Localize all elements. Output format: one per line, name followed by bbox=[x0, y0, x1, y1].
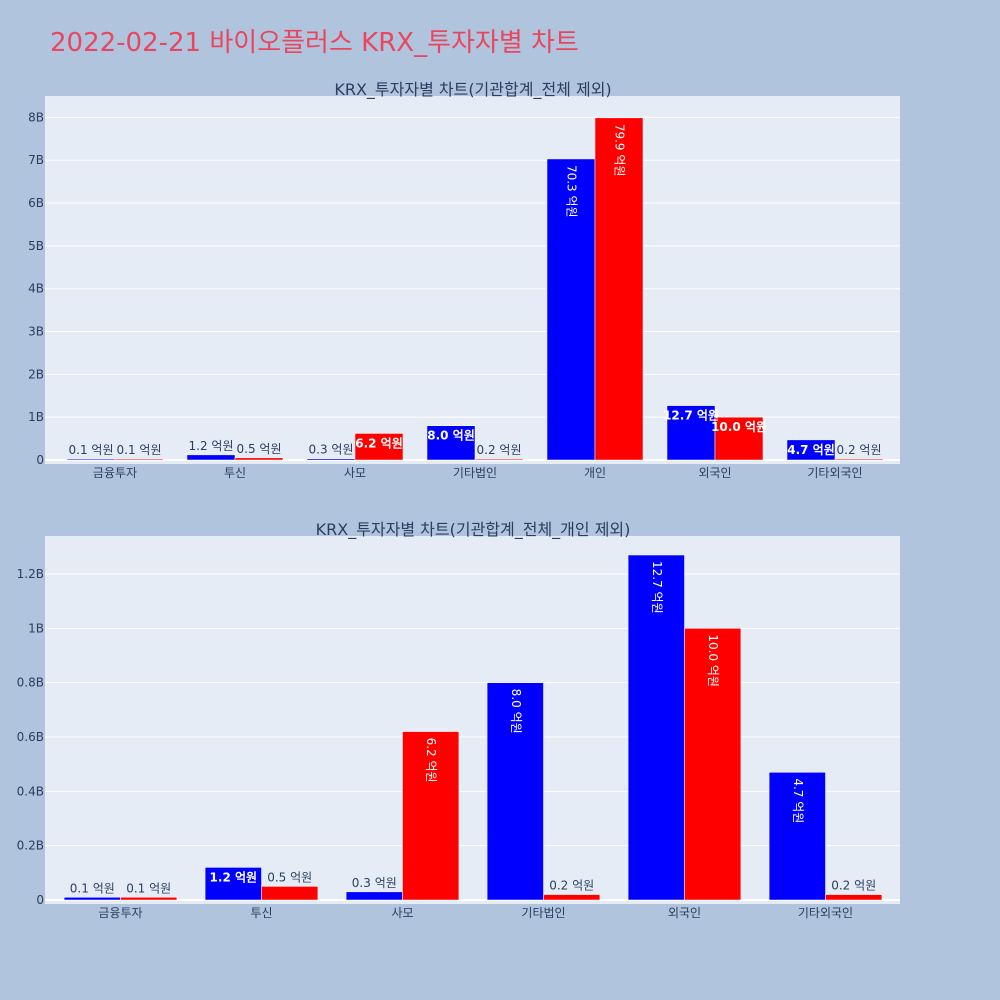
bar-sell bbox=[114, 458, 164, 461]
y-tick-label: 0.8B bbox=[17, 676, 44, 690]
y-tick-label: 4B bbox=[28, 282, 44, 296]
y-tick-label: 6B bbox=[28, 196, 44, 210]
bar-label: 10.0 억원 bbox=[711, 420, 767, 434]
bar-sell bbox=[825, 894, 883, 901]
bar-labels-top: 0.1 억원 0.1 억원 1.2 억원 0.5 억원 0.3 억원 6.2 억원 8.0 … bbox=[69, 124, 882, 457]
x-tick-label: 기타법인 bbox=[521, 906, 565, 920]
y-tick-label: 1B bbox=[28, 410, 44, 424]
bar-label: 10.0 억원 bbox=[706, 634, 720, 687]
bar-sell bbox=[120, 897, 178, 901]
y-tick-label: 2B bbox=[28, 367, 44, 381]
x-tick-label: 금융투자 bbox=[98, 906, 142, 920]
y-axis-bottom: 0 0.2B 0.4B 0.6B 0.8B 1B 1.2B bbox=[17, 567, 44, 907]
bar-buy bbox=[63, 897, 121, 901]
bar-buy bbox=[546, 158, 596, 461]
bar-label: 1.2 억원 bbox=[189, 439, 234, 453]
plot-area-top bbox=[45, 96, 900, 464]
bar-buy bbox=[345, 891, 403, 901]
bar-label: 0.1 억원 bbox=[117, 443, 162, 457]
bar-buy bbox=[786, 439, 836, 461]
grid-bottom bbox=[45, 573, 900, 901]
x-tick-label: 개인 bbox=[584, 466, 606, 480]
y-tick-label: 5B bbox=[28, 239, 44, 253]
bar-label: 0.2 억원 bbox=[549, 879, 594, 893]
bar-label: 79.9 억원 bbox=[613, 124, 627, 177]
bar-sell bbox=[354, 433, 404, 461]
bar-buy bbox=[426, 425, 476, 461]
bar-label: 0.1 억원 bbox=[69, 443, 114, 457]
x-tick-label: 기타법인 bbox=[453, 466, 497, 480]
chart-top: KRX_투자자별 차트(기관합계_전체 제외) 0 1B 2B 3B 4B 5B 6B 7B 8… bbox=[28, 80, 900, 480]
x-axis-top: 금융투자 투신 사모 기타법인 개인 외국인 기타외국인 bbox=[93, 466, 863, 480]
y-tick-label: 7B bbox=[28, 153, 44, 167]
bar-buy bbox=[627, 554, 685, 901]
x-tick-label: 사모 bbox=[391, 906, 413, 920]
chart-title-top: KRX_투자자별 차트(기관합계_전체 제외) bbox=[334, 80, 611, 100]
bar-label: 1.2 억원 bbox=[210, 870, 258, 884]
bar-label: 0.5 억원 bbox=[237, 442, 282, 456]
y-tick-label: 0 bbox=[36, 453, 44, 467]
bar-label: 8.0 억원 bbox=[427, 429, 475, 443]
chart-bottom: KRX_투자자별 차트(기관합계_전체_개인 제외) 0 0.2B 0.4B 0.6B… bbox=[17, 520, 900, 920]
page-title: 2022-02-21 바이오플러스 KRX_투자자별 차트 bbox=[50, 28, 579, 58]
y-axis-top: 0 1B 2B 3B 4B 5B 6B 7B 8B bbox=[28, 110, 44, 467]
bars-top bbox=[66, 117, 884, 461]
x-tick-label: 투신 bbox=[224, 466, 246, 480]
bar-buy bbox=[66, 458, 116, 461]
bar-label: 0.2 억원 bbox=[831, 879, 876, 893]
x-tick-label: 기타외국인 bbox=[798, 906, 853, 920]
bar-label: 70.3 억원 bbox=[565, 165, 579, 218]
y-tick-label: 1.2B bbox=[17, 567, 44, 581]
bar-sell bbox=[594, 117, 644, 461]
bar-buy bbox=[486, 682, 544, 901]
bar-label: 0.1 억원 bbox=[70, 881, 115, 895]
y-tick-label: 8B bbox=[28, 110, 44, 124]
bar-sell bbox=[834, 458, 884, 461]
x-tick-label: 금융투자 bbox=[93, 466, 137, 480]
x-tick-label: 외국인 bbox=[698, 466, 731, 480]
bar-sell bbox=[543, 894, 601, 901]
bar-label: 0.2 억원 bbox=[837, 443, 882, 457]
bar-buy bbox=[186, 454, 236, 461]
bar-buy bbox=[204, 867, 262, 901]
x-tick-label: 외국인 bbox=[668, 906, 701, 920]
x-tick-label: 투신 bbox=[250, 906, 272, 920]
bar-labels-bottom: 0.1 억원 0.1 억원 1.2 억원 0.5 억원 0.3 억원 6.2 억원 8.0 … bbox=[70, 561, 876, 895]
bar-label: 4.7 억원 bbox=[791, 778, 805, 823]
bar-sell bbox=[474, 458, 524, 461]
y-tick-label: 0.4B bbox=[17, 784, 44, 798]
bar-label: 8.0 억원 bbox=[509, 689, 523, 734]
plot-area-bottom bbox=[45, 536, 900, 904]
bar-buy bbox=[666, 405, 716, 461]
bar-sell bbox=[402, 731, 460, 901]
chart-title-bottom: KRX_투자자별 차트(기관합계_전체_개인 제외) bbox=[316, 520, 631, 540]
bar-label: 0.5 억원 bbox=[267, 870, 312, 884]
bar-label: 6.2 억원 bbox=[424, 738, 438, 783]
bar-sell bbox=[714, 416, 764, 461]
y-tick-label: 0.6B bbox=[17, 730, 44, 744]
y-tick-label: 0 bbox=[36, 893, 44, 907]
bar-sell bbox=[234, 457, 284, 461]
bar-label: 12.7 억원 bbox=[663, 409, 719, 423]
y-tick-label: 3B bbox=[28, 325, 44, 339]
y-tick-label: 1B bbox=[28, 621, 44, 635]
bar-label: 0.3 억원 bbox=[352, 876, 397, 890]
bar-sell bbox=[684, 628, 742, 901]
bar-label: 0.1 억원 bbox=[126, 881, 171, 895]
bar-label: 0.3 억원 bbox=[309, 443, 354, 457]
y-tick-label: 0.2B bbox=[17, 839, 44, 853]
bar-buy bbox=[768, 772, 826, 901]
x-tick-label: 기타외국인 bbox=[807, 466, 862, 480]
x-tick-label: 사모 bbox=[344, 466, 366, 480]
x-axis-bottom: 금융투자 투신 사모 기타법인 외국인 기타외국인 bbox=[98, 906, 853, 920]
bar-sell bbox=[261, 886, 319, 901]
bars-bottom bbox=[63, 554, 883, 901]
bar-label: 4.7 억원 bbox=[787, 443, 835, 457]
bar-buy bbox=[306, 458, 356, 461]
bar-label: 0.2 억원 bbox=[477, 443, 522, 457]
bar-label: 6.2 억원 bbox=[355, 436, 403, 450]
bar-label: 12.7 억원 bbox=[650, 561, 664, 614]
